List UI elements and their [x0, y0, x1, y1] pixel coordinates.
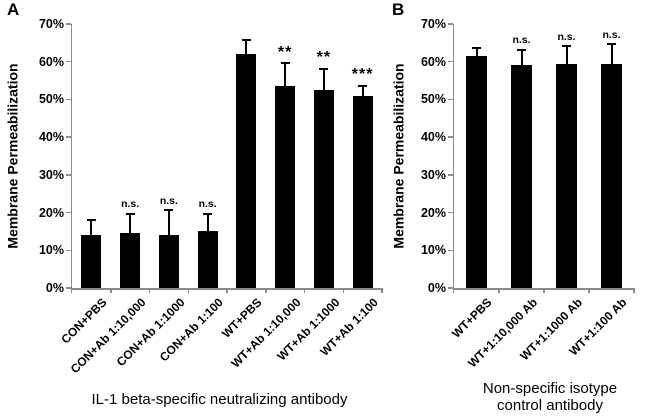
y-tick-mark — [66, 211, 71, 214]
y-tick-mark — [448, 60, 453, 63]
y-tick-mark — [66, 23, 71, 25]
x-tick-mark — [110, 288, 112, 293]
y-tick-mark — [66, 174, 71, 176]
error-bar-cap — [562, 45, 571, 48]
x-tick-mark — [588, 288, 590, 293]
significance-ns-label: n.s. — [159, 194, 178, 207]
x-tick-mark — [265, 288, 267, 293]
error-bar-cap — [125, 212, 135, 215]
x-tick-mark — [543, 288, 545, 293]
error-bar-line — [520, 50, 523, 69]
x-tick-mark — [342, 288, 344, 293]
significance-stars: ** — [316, 49, 332, 67]
y-tick-mark — [66, 249, 71, 252]
bar — [352, 95, 373, 288]
error-bar-line — [90, 220, 93, 239]
y-tick-mark — [448, 23, 453, 25]
y-tick-label: 40% — [38, 130, 64, 145]
significance-ns-label: n.s. — [121, 198, 140, 211]
panel-b-x-axis-title: Non-specific isotype control antibody — [482, 380, 618, 414]
error-bar-cap — [358, 84, 368, 87]
error-bar-line — [322, 69, 325, 93]
y-tick-mark — [448, 174, 453, 176]
y-tick-label: 30% — [420, 167, 446, 182]
error-bar-line — [129, 214, 132, 237]
x-tick-mark — [498, 288, 500, 293]
error-bar-line — [565, 46, 568, 67]
x-tick-mark — [148, 288, 151, 293]
x-tick-mark — [226, 288, 228, 293]
error-bar-cap — [607, 43, 616, 46]
bar — [511, 65, 532, 288]
error-bar-line — [167, 210, 170, 239]
bar — [81, 235, 102, 288]
y-tick-label: 20% — [420, 205, 446, 220]
bar — [601, 63, 622, 288]
y-tick-mark — [448, 249, 453, 252]
y-tick-mark — [66, 287, 71, 289]
y-axis-line — [452, 24, 454, 293]
error-bar-cap — [241, 39, 251, 42]
error-bar-line — [284, 63, 287, 90]
y-tick-label: 30% — [38, 167, 64, 182]
y-tick-mark — [448, 287, 453, 289]
bar — [275, 86, 296, 288]
significance-stars: ** — [277, 43, 293, 61]
y-tick-mark — [448, 211, 453, 214]
panel-b-letter: B — [392, 0, 405, 19]
y-tick-label: 0% — [427, 281, 446, 295]
y-tick-label: 10% — [38, 243, 64, 258]
y-tick-label: 70% — [420, 17, 446, 31]
error-bar-line — [475, 48, 478, 60]
bar — [466, 56, 487, 288]
error-bar-cap — [280, 62, 290, 65]
y-tick-label: 50% — [420, 92, 446, 107]
error-bar-line — [610, 44, 613, 67]
bar — [120, 233, 141, 288]
panel-a-x-axis-title: IL-1 beta-specific neutralizing antibody — [91, 391, 348, 408]
panel-a-letter: A — [7, 0, 20, 19]
significance-ns-label: n.s. — [557, 30, 576, 43]
y-tick-label: 10% — [420, 243, 446, 258]
y-tick-mark — [66, 60, 71, 63]
y-tick-mark — [448, 98, 453, 101]
y-tick-mark — [66, 136, 71, 138]
y-tick-label: 0% — [45, 281, 64, 295]
error-bar-cap — [86, 218, 96, 221]
y-tick-label: 60% — [420, 54, 446, 69]
error-bar-line — [206, 214, 209, 235]
y-tick-label: 40% — [420, 130, 446, 145]
y-tick-label: 20% — [38, 205, 64, 220]
error-bar-cap — [472, 47, 481, 49]
significance-ns-label: n.s. — [512, 34, 531, 47]
bar — [197, 231, 218, 288]
error-bar-cap — [319, 67, 329, 70]
y-tick-mark — [448, 136, 453, 138]
y-tick-label: 60% — [38, 54, 64, 69]
x-tick-mark — [633, 288, 635, 293]
bar — [313, 90, 334, 288]
error-bar-cap — [517, 48, 526, 51]
error-bar-cap — [203, 212, 213, 215]
significance-ns-label: n.s. — [198, 198, 217, 211]
y-tick-label: 70% — [38, 17, 64, 31]
x-tick-mark — [381, 288, 383, 293]
x-tick-mark — [303, 288, 306, 293]
error-bar-line — [245, 40, 248, 58]
bar — [556, 63, 577, 288]
bar — [158, 235, 179, 288]
y-tick-mark — [66, 98, 71, 101]
y-tick-label: 50% — [38, 92, 64, 107]
significance-stars: *** — [351, 66, 374, 84]
error-bar-cap — [164, 209, 174, 212]
x-category-label: WT+PBS — [449, 295, 495, 341]
error-bar-line — [361, 86, 364, 99]
y-axis-line — [70, 24, 72, 293]
significance-ns-label: n.s. — [602, 28, 621, 41]
bar — [236, 54, 257, 288]
x-tick-mark — [187, 288, 189, 293]
